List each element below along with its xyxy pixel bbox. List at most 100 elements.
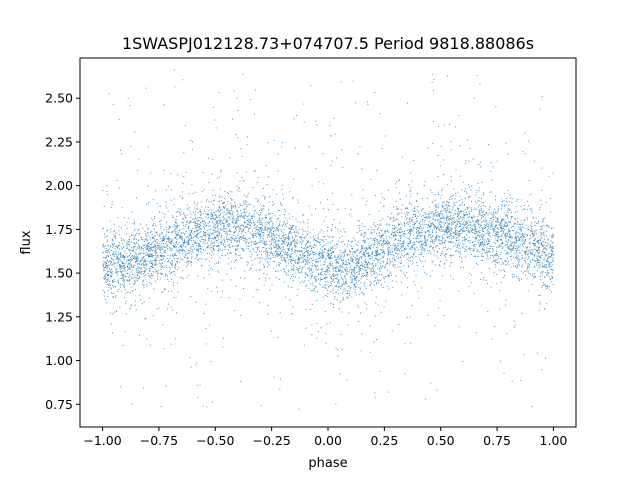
data-point [135,262,137,264]
data-point [448,237,450,239]
data-point [244,227,246,229]
data-point [375,254,377,256]
data-point [496,212,498,214]
data-point [478,243,480,245]
data-point [516,252,518,254]
data-point [418,253,420,255]
data-point [246,205,248,207]
data-point [277,248,279,250]
data-point [193,201,195,203]
data-point [533,254,535,256]
data-point [246,240,248,242]
data-point [358,262,360,264]
data-point [324,294,326,296]
data-point [323,245,324,247]
data-point [524,208,526,210]
data-point [273,203,275,205]
data-point [350,209,352,211]
data-point [377,304,379,306]
data-point [102,265,104,267]
data-point [366,273,368,275]
data-point [479,83,481,85]
data-point [226,244,228,246]
data-point [271,251,273,253]
data-point [288,245,290,247]
data-point [162,256,164,258]
data-point [152,266,154,268]
data-point [159,263,161,265]
data-point [253,242,255,244]
data-point [426,240,428,242]
data-point [419,224,421,226]
data-point [196,236,198,238]
data-point [147,254,149,256]
data-point [131,403,133,405]
data-point [445,201,447,203]
data-point [123,240,125,242]
data-point [393,217,395,219]
data-point [306,260,308,262]
data-point [422,243,424,245]
data-point [254,242,256,244]
data-point [116,265,118,267]
data-point [345,261,347,263]
data-point [444,232,446,234]
data-point [301,267,303,269]
data-point [235,285,237,287]
data-point [142,247,144,249]
data-point [313,239,315,241]
data-point [113,293,115,295]
data-point [488,235,490,237]
data-point [530,193,532,195]
data-point [263,243,265,245]
data-point [516,222,518,224]
data-point [189,261,191,263]
data-point [119,284,121,286]
data-point [187,239,189,241]
data-point [416,200,418,202]
data-point [416,193,418,195]
data-point [542,265,544,267]
data-point [114,236,116,238]
data-point [314,238,316,240]
data-point [188,238,190,240]
data-point [299,228,301,230]
data-point [464,238,466,240]
data-point [105,236,107,238]
data-point [528,140,530,142]
data-point [175,237,177,239]
data-point [478,211,480,213]
data-point [247,195,249,197]
data-point [179,237,181,239]
data-point [312,228,314,230]
data-point [193,248,195,250]
data-point [256,242,258,244]
data-point [529,234,531,236]
data-point [467,240,469,242]
data-point [448,230,450,232]
data-point [102,243,104,245]
data-point [160,219,162,221]
data-point [158,235,160,237]
data-point [400,231,402,233]
data-point [439,239,441,241]
data-point [331,264,333,266]
data-point [440,145,442,147]
data-point [349,250,351,252]
data-point [355,262,357,264]
data-point [152,259,154,261]
data-point [114,255,116,257]
data-point [134,251,136,253]
data-point [401,294,403,296]
data-point [180,249,182,251]
data-point [220,296,222,298]
data-point [386,269,388,271]
data-point [394,231,396,233]
data-point [260,257,262,259]
data-point [205,222,207,224]
data-point [425,239,427,241]
data-point [105,280,107,282]
data-point [550,235,552,237]
data-point [253,221,254,223]
data-point [333,273,335,275]
